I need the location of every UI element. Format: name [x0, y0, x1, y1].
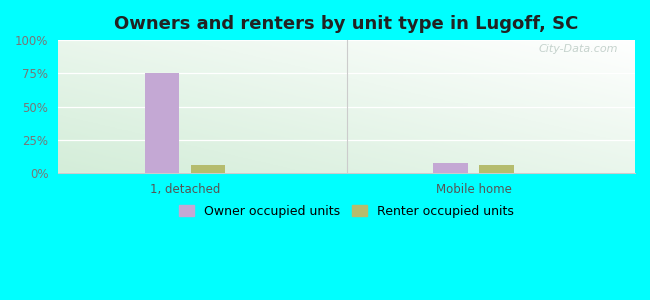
- Text: City-Data.com: City-Data.com: [538, 44, 617, 54]
- Bar: [479, 166, 514, 173]
- Title: Owners and renters by unit type in Lugoff, SC: Owners and renters by unit type in Lugof…: [114, 15, 578, 33]
- Bar: [433, 163, 468, 173]
- Bar: [191, 166, 226, 173]
- Bar: [145, 74, 179, 173]
- Legend: Owner occupied units, Renter occupied units: Owner occupied units, Renter occupied un…: [179, 205, 514, 218]
